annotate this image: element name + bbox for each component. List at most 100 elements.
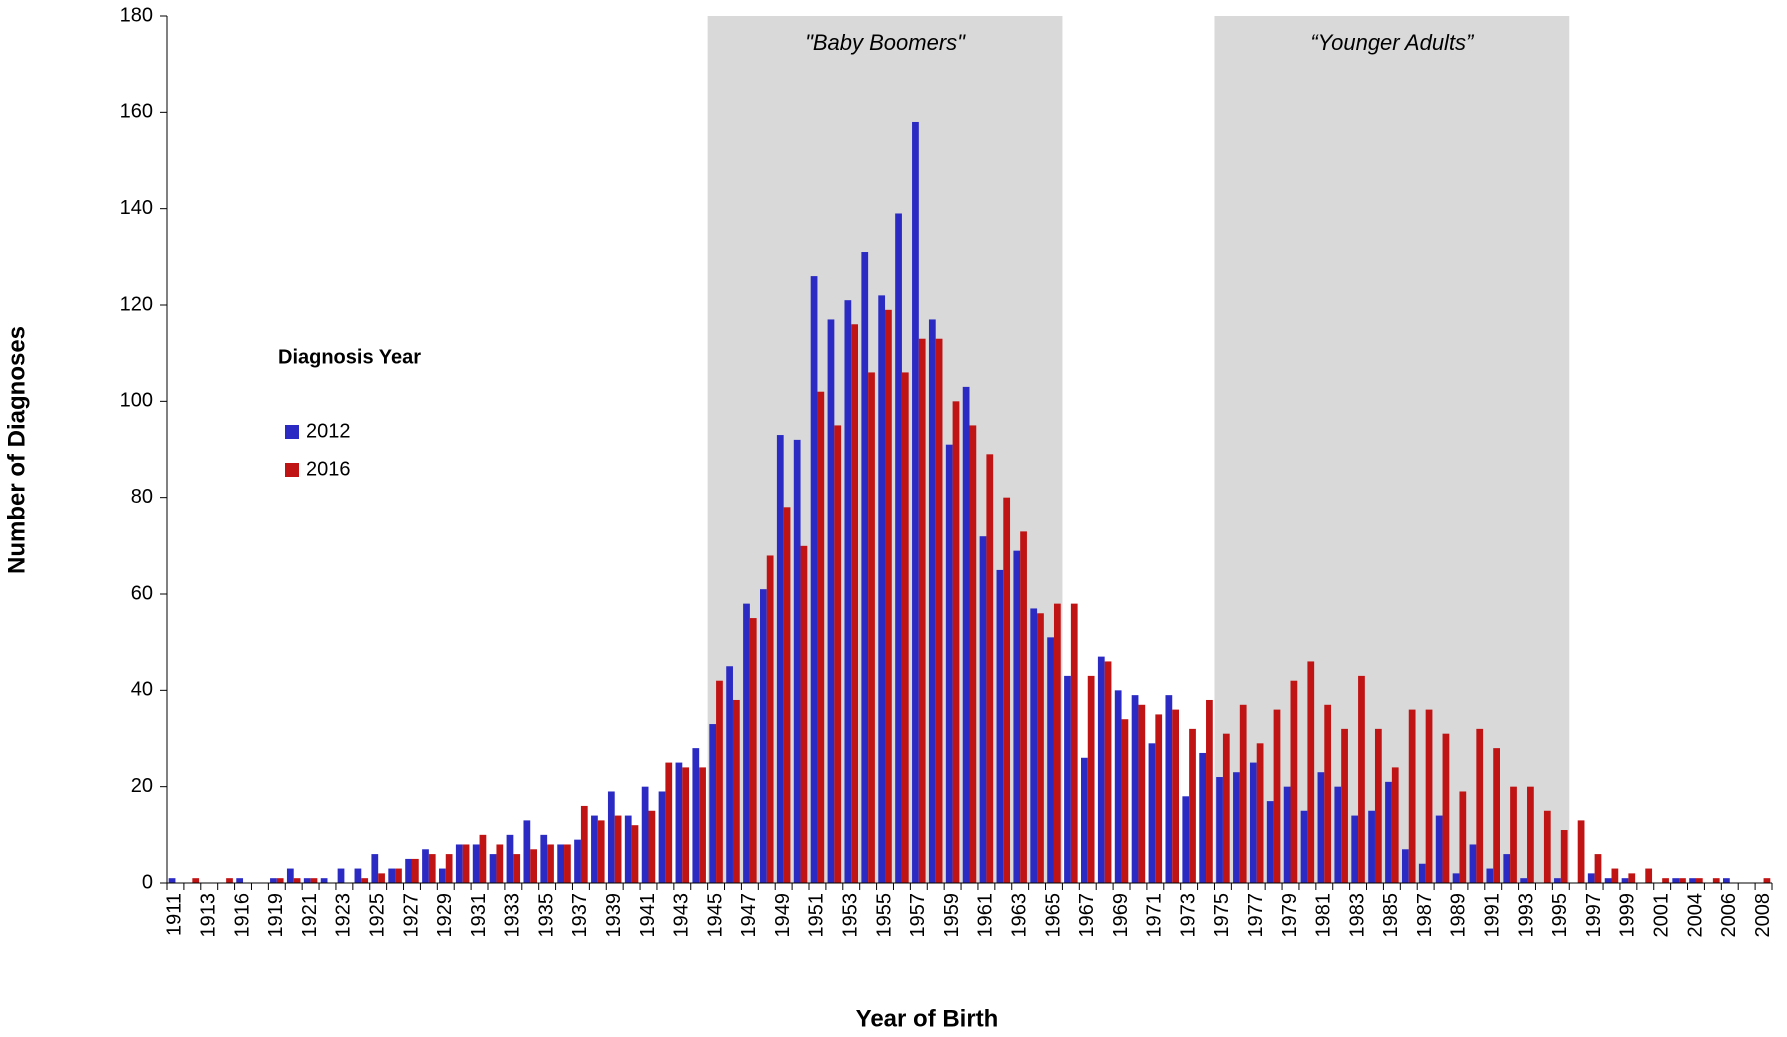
bar bbox=[1510, 786, 1517, 883]
x-tick-label: 1937 bbox=[569, 893, 591, 938]
bar bbox=[1520, 878, 1528, 883]
bar bbox=[885, 309, 892, 884]
bar bbox=[1554, 878, 1561, 883]
bar bbox=[732, 699, 740, 883]
bar bbox=[236, 878, 244, 883]
bar bbox=[1672, 878, 1680, 883]
bar bbox=[479, 834, 487, 883]
bar bbox=[827, 319, 835, 883]
bar bbox=[1604, 878, 1612, 883]
bar bbox=[614, 815, 622, 883]
bar bbox=[648, 810, 656, 883]
bar bbox=[1476, 728, 1484, 883]
y-tick-label: 80 bbox=[131, 486, 153, 508]
bar bbox=[607, 791, 615, 883]
bar bbox=[293, 878, 301, 883]
bar bbox=[1435, 815, 1443, 883]
bar bbox=[1233, 772, 1240, 883]
x-tick-label: 1925 bbox=[366, 893, 388, 938]
bar bbox=[1307, 661, 1315, 883]
bar bbox=[1013, 550, 1021, 883]
bar bbox=[935, 338, 943, 883]
bar bbox=[597, 820, 605, 883]
y-tick-label: 120 bbox=[120, 293, 153, 315]
bar bbox=[1334, 786, 1342, 883]
bar bbox=[699, 767, 706, 883]
x-tick-label: 1963 bbox=[1008, 893, 1030, 938]
bar bbox=[1695, 878, 1703, 883]
x-tick-label: 1955 bbox=[873, 893, 895, 938]
bar bbox=[1452, 873, 1460, 883]
legend-title: Diagnosis Year bbox=[278, 346, 421, 368]
x-tick-label: 2001 bbox=[1650, 893, 1672, 938]
bar bbox=[405, 858, 412, 883]
bar bbox=[472, 844, 480, 883]
bar bbox=[1645, 868, 1653, 883]
bar bbox=[1621, 878, 1629, 883]
bar bbox=[776, 435, 784, 883]
bar bbox=[310, 878, 318, 883]
bar bbox=[276, 878, 284, 883]
x-tick-label: 2004 bbox=[1684, 893, 1706, 938]
bar bbox=[1560, 830, 1568, 883]
bar bbox=[378, 873, 385, 883]
bar bbox=[1577, 820, 1585, 883]
bar bbox=[445, 854, 453, 883]
bar bbox=[411, 858, 419, 883]
bar bbox=[1351, 815, 1359, 883]
bar bbox=[743, 603, 750, 883]
bar bbox=[1030, 608, 1038, 883]
bar bbox=[337, 868, 345, 883]
bar bbox=[286, 868, 294, 883]
bar bbox=[986, 454, 994, 883]
y-axis-title: Number of Diagnoses bbox=[3, 326, 30, 574]
bar bbox=[455, 844, 463, 883]
x-tick-label: 1916 bbox=[231, 893, 253, 938]
x-tick-label: 1987 bbox=[1414, 893, 1436, 938]
bar bbox=[320, 878, 328, 883]
bar bbox=[1459, 791, 1467, 883]
bar bbox=[1081, 757, 1088, 883]
bar bbox=[1216, 777, 1223, 883]
bar bbox=[749, 618, 757, 883]
bar bbox=[895, 213, 902, 883]
bar bbox=[1155, 714, 1163, 883]
bar bbox=[530, 849, 537, 883]
bar bbox=[303, 878, 311, 883]
bar bbox=[1662, 878, 1669, 883]
x-tick-label: 1999 bbox=[1617, 893, 1639, 938]
bar bbox=[1053, 603, 1061, 883]
x-tick-label: 1969 bbox=[1110, 893, 1132, 938]
bar bbox=[1611, 868, 1619, 883]
bar bbox=[901, 372, 909, 883]
bar bbox=[624, 815, 632, 883]
bar bbox=[834, 425, 842, 883]
bar bbox=[270, 878, 277, 883]
bar bbox=[1527, 786, 1534, 883]
bar bbox=[388, 868, 396, 883]
bar bbox=[766, 555, 774, 883]
bar bbox=[1374, 728, 1382, 883]
x-tick-label: 1971 bbox=[1144, 893, 1166, 938]
bar bbox=[523, 820, 531, 883]
bar bbox=[1070, 603, 1078, 883]
bar bbox=[1493, 748, 1500, 883]
bar bbox=[817, 391, 825, 883]
y-tick-label: 140 bbox=[120, 197, 153, 219]
bar bbox=[395, 868, 402, 883]
bar bbox=[675, 762, 683, 883]
x-tick-label: 1965 bbox=[1042, 893, 1064, 938]
bar bbox=[1020, 531, 1027, 883]
bar bbox=[1206, 699, 1213, 883]
x-axis-title: Year of Birth bbox=[856, 1005, 999, 1032]
bar bbox=[1138, 704, 1146, 883]
bar bbox=[557, 844, 565, 883]
x-tick-label: 1975 bbox=[1211, 893, 1233, 938]
bar bbox=[793, 439, 801, 883]
bar bbox=[1087, 675, 1095, 883]
bar bbox=[496, 844, 504, 883]
bar bbox=[1047, 637, 1054, 883]
bar bbox=[692, 748, 700, 883]
bar bbox=[969, 425, 977, 883]
